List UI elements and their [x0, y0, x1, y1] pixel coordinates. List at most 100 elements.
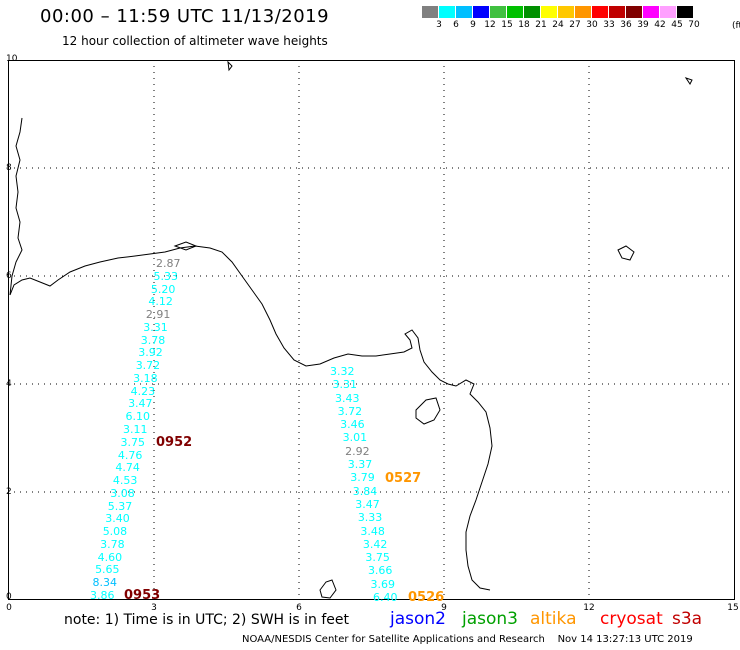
wave-height-value: 3.48: [360, 524, 385, 538]
wave-height-value: 3.40: [105, 512, 130, 526]
x-tick-12: 12: [583, 603, 595, 613]
island-ne-small: [684, 77, 693, 85]
wave-height-value: 3.01: [342, 431, 368, 445]
sat-jason2: jason2: [390, 609, 446, 629]
wave-height-value: 3.31: [332, 378, 358, 392]
grid-lines: [8, 60, 735, 600]
coastline-west-edge: [9, 117, 23, 296]
island-gulf: [415, 397, 441, 425]
pass-time-0952: 0952: [156, 435, 193, 450]
legend-swatch: [473, 6, 490, 18]
wave-height-value: 2.92: [345, 444, 370, 458]
legend-label: 39: [637, 20, 649, 30]
wave-height-value: 6.40: [373, 591, 398, 604]
legend-swatch: [592, 6, 609, 18]
wave-height-value: 3.47: [128, 397, 153, 411]
legend-label: 30: [586, 20, 598, 30]
wave-height-value: 3.11: [123, 423, 148, 436]
legend-label: 18: [518, 20, 530, 30]
y-tick-6: 6: [6, 271, 12, 281]
wave-height-value: 4.23: [130, 384, 156, 398]
footer-credit: NOAA/NESDIS Center for Satellite Applica…: [242, 634, 693, 645]
legend-label: 70: [688, 20, 700, 30]
sat-altika: altika: [530, 609, 577, 629]
wave-height-value: 8.34: [92, 576, 118, 590]
pass-time-0527: 0527: [385, 471, 422, 486]
wave-height-value: 4.53: [112, 474, 138, 488]
island-east: [617, 245, 635, 261]
y-tick-8: 8: [6, 163, 12, 173]
legend-swatch: [524, 6, 541, 18]
wave-height-value: 5.20: [150, 282, 176, 296]
legend-swatch: [575, 6, 592, 18]
legend-label: 15: [501, 20, 513, 30]
wave-height-value: 3.69: [370, 577, 395, 591]
wave-height-value: 3.31: [143, 320, 168, 334]
wave-height-value: 3.78: [140, 333, 166, 347]
wave-height-value: 3.32: [330, 365, 355, 378]
wave-height-value: 3.47: [355, 497, 380, 511]
y-tick-10: 10: [6, 54, 18, 64]
legend-label: 27: [569, 20, 581, 30]
legend-label: 12: [484, 20, 496, 30]
legend-swatch: [609, 6, 626, 18]
legend-swatch: [456, 6, 473, 18]
legend-swatch: [422, 6, 439, 18]
wave-height-value: 3.75: [365, 551, 390, 565]
wave-height-value: 3.79: [350, 471, 375, 485]
wave-height-value: 3.37: [347, 458, 373, 472]
wave-height-value: 4.12: [148, 295, 173, 309]
island-south: [319, 579, 337, 599]
legend-label: 45: [671, 20, 683, 30]
legend-swatch: [677, 6, 694, 18]
sat-s3a: s3a: [672, 609, 703, 629]
wave-height-value: 3.92: [138, 346, 163, 360]
wave-height-value: 3.75: [120, 435, 145, 449]
sat-cryosat: cryosat: [600, 609, 663, 629]
x-tick-15: 15: [727, 603, 739, 613]
legend-label: 33: [603, 20, 615, 30]
islet-west: [173, 241, 198, 251]
legend-label: 42: [654, 20, 666, 30]
legend-label: 36: [620, 20, 632, 30]
map-subtitle: 12 hour collection of altimeter wave hei…: [62, 34, 328, 48]
legend-swatch: [490, 6, 507, 18]
legend-label: 9: [470, 20, 476, 30]
wave-height-value: 5.37: [107, 499, 133, 513]
wave-height-value: 3.84: [352, 484, 378, 498]
footer-note: note: 1) Time is in UTC; 2) SWH is in fe…: [64, 612, 350, 628]
wave-height-value: 5.08: [102, 525, 128, 539]
coastline-main: [9, 245, 493, 591]
legend-swatch: [626, 6, 643, 18]
wave-height-value: 5.33: [153, 269, 178, 283]
pass-time-0953: 0953: [124, 588, 161, 603]
wave-height-value: 3.72: [337, 404, 363, 418]
pass-time-0526: 0526: [408, 590, 445, 605]
wave-height-value: 5.65: [95, 563, 120, 577]
legend-label: 6: [453, 20, 459, 30]
wave-height-value: 4.74: [115, 461, 140, 475]
legend-unit: (ft): [732, 21, 740, 31]
x-tick-0: 0: [6, 603, 12, 613]
legend-swatch: [439, 6, 456, 18]
legend-label: 21: [535, 20, 547, 30]
wave-height-value: 4.76: [117, 448, 143, 462]
wave-height-value: 3.86: [90, 589, 115, 602]
wave-height-value: 3.72: [135, 359, 161, 373]
wave-height-value: 2.91: [145, 308, 171, 322]
legend-swatch: [507, 6, 524, 18]
x-tick-6: 6: [296, 603, 302, 613]
wave-height-value: 3.43: [335, 391, 360, 405]
wave-height-value: 4.60: [97, 550, 123, 564]
y-tick-0: 0: [6, 592, 12, 602]
wave-height-value: 2.87: [156, 257, 181, 270]
island-north-small: [227, 60, 233, 72]
map-frame: [8, 60, 735, 600]
map-title: 00:00 – 11:59 UTC 11/13/2019: [40, 6, 330, 27]
wave-height-value: 6.10: [125, 410, 151, 424]
wave-height-value: 3.08: [110, 486, 135, 500]
wave-height-value: 3.33: [357, 511, 383, 525]
x-tick-3: 3: [151, 603, 157, 613]
legend-swatch: [558, 6, 575, 18]
